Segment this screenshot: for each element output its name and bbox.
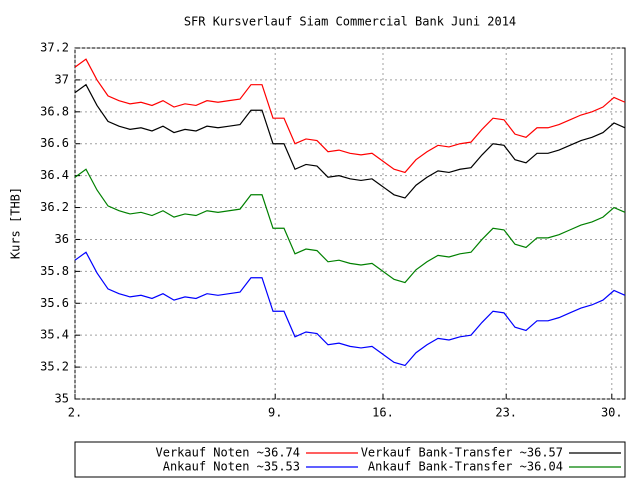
series-line — [74, 58, 626, 174]
x-tick-label: 30. — [601, 406, 623, 420]
y-tick-label: 35.8 — [40, 264, 69, 278]
series-line — [74, 168, 626, 284]
y-tick-label: 35 — [55, 392, 69, 406]
x-tick-label: 16. — [372, 406, 394, 420]
y-tick-label: 36.2 — [40, 200, 69, 214]
y-tick-label: 37 — [55, 72, 69, 86]
y-tick-label: 36 — [55, 232, 69, 246]
y-tick-label: 36.6 — [40, 136, 69, 150]
series-line — [74, 83, 626, 199]
y-tick-label: 35.6 — [40, 296, 69, 310]
chart-title: SFR Kursverlauf Siam Commercial Bank Jun… — [184, 15, 516, 29]
legend-label: Verkauf Bank-Transfer ~36.57 — [361, 446, 563, 460]
x-tick-label: 2. — [68, 406, 82, 420]
y-axis-label: Kurs [THB] — [9, 187, 23, 259]
legend-label: Ankauf Noten ~35.53 — [163, 460, 300, 474]
series-line — [74, 251, 626, 367]
legend-label: Verkauf Noten ~36.74 — [156, 446, 301, 460]
y-tick-label: 35.4 — [40, 328, 69, 342]
x-tick-label: 23. — [495, 406, 517, 420]
y-tick-label: 37.2 — [40, 41, 69, 55]
legend-label: Ankauf Bank-Transfer ~36.04 — [368, 460, 563, 474]
y-tick-label: 36.8 — [40, 104, 69, 118]
x-tick-label: 9. — [268, 406, 282, 420]
y-tick-label: 35.2 — [40, 360, 69, 374]
legend-box — [74, 441, 626, 478]
y-tick-label: 36.4 — [40, 168, 69, 182]
